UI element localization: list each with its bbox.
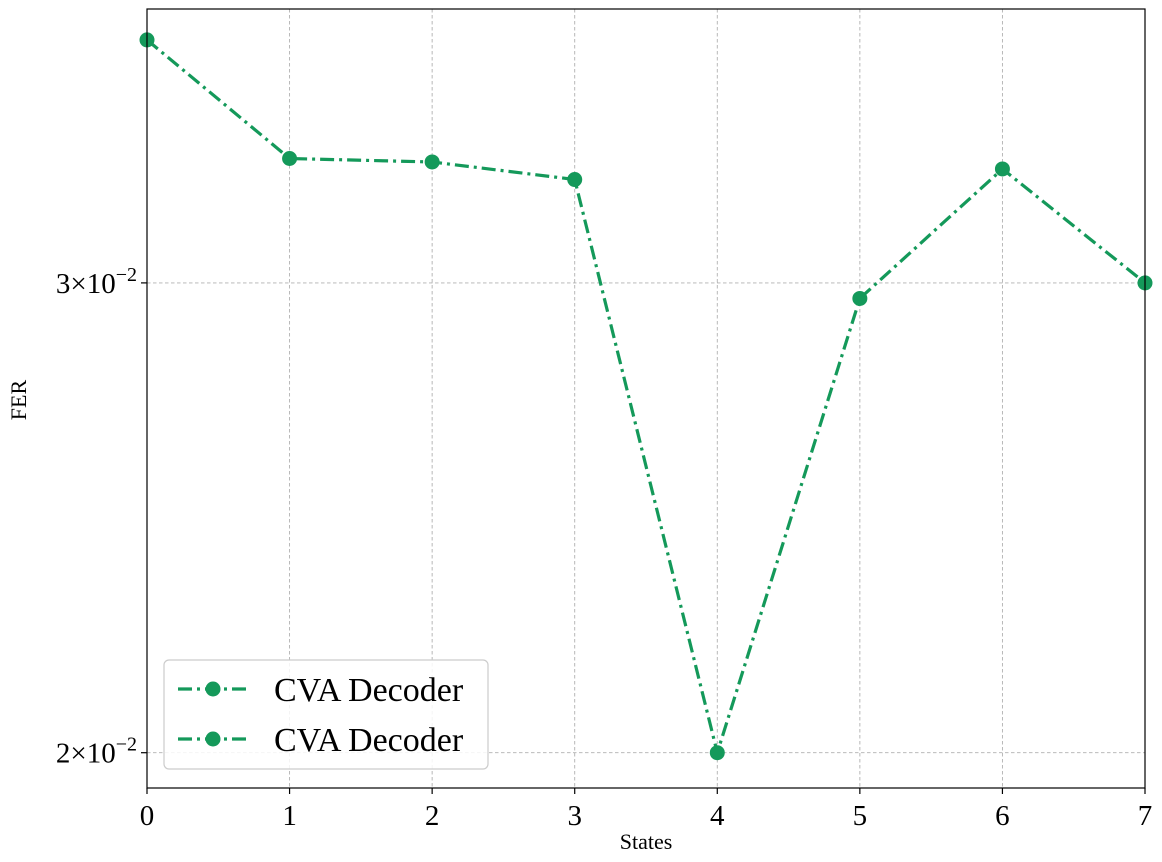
legend-entry: CVA Decoder	[178, 672, 464, 709]
data-point	[852, 290, 868, 306]
data-point	[282, 151, 298, 167]
x-tick-label: 0	[140, 800, 155, 832]
x-axis-ticks: 0 1 2 3 4 5 6 7	[140, 788, 1153, 832]
x-tick-label: 2	[425, 800, 440, 832]
x-tick-label: 6	[995, 800, 1010, 832]
x-tick-label: 3	[567, 800, 582, 832]
y-tick-label: 2×10−2	[56, 734, 137, 770]
series-line	[145, 38, 1146, 755]
plot-frame	[146, 8, 1146, 789]
legend: CVA Decoder CVA Decoder	[163, 659, 489, 770]
legend-label: CVA Decoder	[274, 672, 464, 709]
x-tick-label: 1	[282, 800, 297, 832]
series-layer	[139, 32, 1153, 761]
legend-marker	[205, 681, 221, 697]
x-tick-label: 5	[853, 800, 868, 832]
y-axis-label: FER	[6, 380, 31, 421]
data-point	[994, 161, 1010, 177]
x-tick-label: 4	[710, 800, 725, 832]
y-tick-label: 3×10−2	[56, 264, 137, 300]
legend-label: CVA Decoder	[274, 722, 464, 759]
data-point	[567, 172, 583, 188]
x-axis-label: States	[620, 829, 673, 854]
y-axis-ticks: 3×10−2 2×10−2	[56, 264, 147, 770]
x-tick-label: 7	[1138, 800, 1153, 832]
data-point	[424, 154, 440, 170]
legend-entry: CVA Decoder	[178, 722, 464, 759]
legend-box	[163, 659, 489, 770]
data-point	[709, 745, 725, 761]
legend-marker	[205, 731, 221, 747]
